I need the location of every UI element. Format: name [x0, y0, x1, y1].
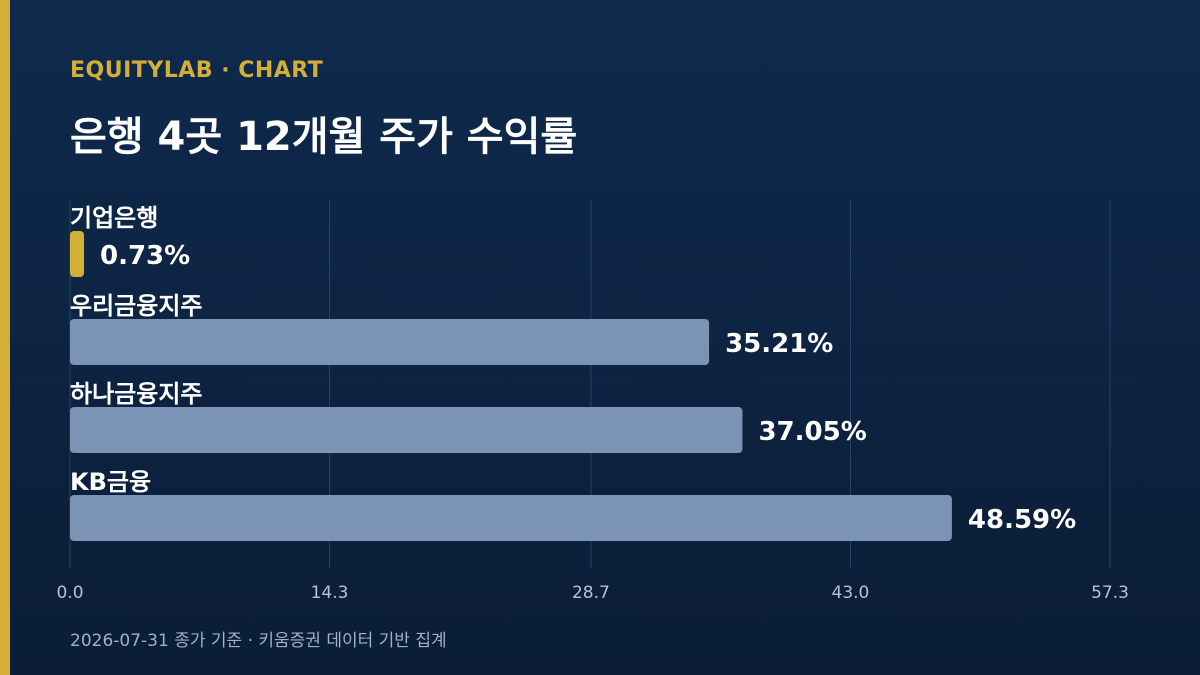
bar — [70, 231, 84, 277]
category-label: 기업은행 — [70, 204, 158, 232]
x-tick-label: 0.0 — [56, 583, 83, 603]
brand-label: EQUITYLAB · CHART — [70, 58, 324, 83]
category-label: KB금융 — [70, 468, 151, 496]
bar-layer: 기업은행 0.73% 우리금융지주 35.21% 하나금융지주 37.05% KB금융 48.… — [70, 204, 1076, 541]
value-label: 37.05% — [758, 417, 866, 447]
source-note: 2026-07-31 종가 기준 · 키움증권 데이터 기반 집계 — [70, 631, 447, 651]
x-tick-label: 57.3 — [1091, 583, 1129, 603]
accent-bar — [0, 0, 10, 675]
category-label: 우리금융지주 — [70, 292, 202, 320]
bar — [70, 495, 952, 541]
x-tick-label: 43.0 — [832, 583, 870, 603]
x-axis-ticks: 0.0 14.3 28.7 43.0 57.3 — [56, 583, 1128, 603]
value-label: 0.73% — [100, 241, 190, 271]
category-label: 하나금융지주 — [70, 380, 202, 408]
chart-title: 은행 4곳 12개월 주가 수익률 — [70, 114, 578, 160]
x-tick-label: 28.7 — [572, 583, 610, 603]
bar — [70, 407, 743, 453]
value-label: 35.21% — [725, 329, 833, 359]
bar — [70, 319, 710, 365]
x-tick-label: 14.3 — [311, 583, 349, 603]
value-label: 48.59% — [968, 505, 1076, 535]
